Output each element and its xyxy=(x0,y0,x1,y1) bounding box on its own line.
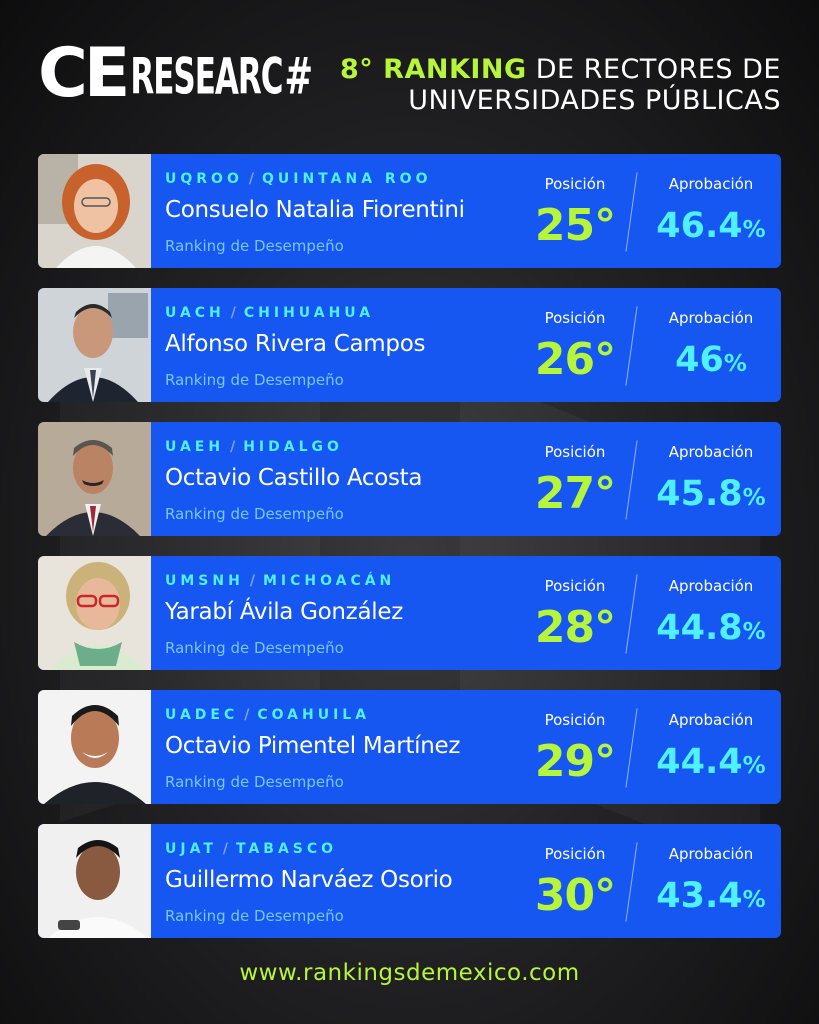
website-link[interactable]: www.rankingsdemexico.com xyxy=(239,960,580,986)
divider xyxy=(625,842,638,922)
logo-hash-text: # xyxy=(284,47,314,107)
university-label: UACH / CHIHUAHUA xyxy=(165,305,375,321)
title-highlight: 8° RANKING xyxy=(339,54,527,85)
position-value: 28° xyxy=(534,602,616,653)
rector-photo xyxy=(38,824,151,938)
approval-value: 43.4% xyxy=(656,876,766,916)
title-line2: UNIVERSIDADES PÚBLICAS xyxy=(408,85,781,117)
ranking-subtitle: Ranking de Desempeño xyxy=(165,237,344,255)
ranking-card: UJAT / TABASCO Guillermo Narváez Osorio Ra… xyxy=(38,824,781,938)
rector-photo xyxy=(38,422,151,536)
position-label: Posición xyxy=(544,443,606,461)
university-label: UQROO / QUINTANA ROO xyxy=(165,171,432,187)
approval-label: Aprobación xyxy=(668,443,754,461)
ranking-subtitle: Ranking de Desempeño xyxy=(165,907,344,925)
ranking-subtitle: Ranking de Desempeño xyxy=(165,639,344,657)
divider xyxy=(625,708,638,788)
ranking-card: UACH / CHIHUAHUA Alfonso Rivera Campos Ran… xyxy=(38,288,781,402)
divider xyxy=(625,306,638,386)
rector-photo xyxy=(38,690,151,804)
logo-ce-text: CE xyxy=(38,34,130,113)
position-value: 30° xyxy=(534,870,616,921)
divider xyxy=(625,440,638,520)
approval-label: Aprobación xyxy=(668,577,754,595)
position-label: Posición xyxy=(544,711,606,729)
logo-research-text: RESEARC xyxy=(130,48,283,106)
rector-name: Guillermo Narváez Osorio xyxy=(165,867,453,893)
approval-value: 44.4% xyxy=(656,742,766,782)
ranking-card: UMSNH / MICHOACÁN Yarabí Ávila González Ra… xyxy=(38,556,781,670)
university-label: UAEH / HIDALGO xyxy=(165,439,343,455)
university-label: UADEC / COAHUILA xyxy=(165,707,371,723)
divider xyxy=(625,574,638,654)
ceresearch-logo: CE RESEARC # xyxy=(38,34,313,114)
position-label: Posición xyxy=(544,309,606,327)
rector-photo xyxy=(38,154,151,268)
position-label: Posición xyxy=(544,175,606,193)
ranking-subtitle: Ranking de Desempeño xyxy=(165,773,344,791)
position-value: 29° xyxy=(534,736,616,787)
rector-name: Consuelo Natalia Fiorentini xyxy=(165,197,465,223)
approval-value: 46.4% xyxy=(656,206,766,246)
university-label: UJAT / TABASCO xyxy=(165,841,338,857)
page-title: 8° RANKING DE RECTORES DE UNIVERSIDADES … xyxy=(340,54,781,116)
approval-label: Aprobación xyxy=(668,711,754,729)
approval-label: Aprobación xyxy=(668,845,754,863)
rector-name: Yarabí Ávila González xyxy=(165,599,403,625)
rector-name: Octavio Castillo Acosta xyxy=(165,465,423,491)
position-label: Posición xyxy=(544,577,606,595)
position-label: Posición xyxy=(544,845,606,863)
rector-photo xyxy=(38,288,151,402)
rector-name: Octavio Pimentel Martínez xyxy=(165,733,461,759)
rector-name: Alfonso Rivera Campos xyxy=(165,331,426,357)
ranking-subtitle: Ranking de Desempeño xyxy=(165,371,344,389)
position-value: 25° xyxy=(534,200,616,251)
approval-label: Aprobación xyxy=(668,175,754,193)
ranking-card: UQROO / QUINTANA ROO Consuelo Natalia Fior… xyxy=(38,154,781,268)
ranking-subtitle: Ranking de Desempeño xyxy=(165,505,344,523)
title-rest: DE RECTORES DE xyxy=(526,54,781,85)
ranking-card: UADEC / COAHUILA Octavio Pimentel Martínez… xyxy=(38,690,781,804)
ranking-card: UAEH / HIDALGO Octavio Castillo Acosta Ran… xyxy=(38,422,781,536)
rector-photo xyxy=(38,556,151,670)
position-value: 27° xyxy=(534,468,616,519)
divider xyxy=(625,172,638,252)
university-label: UMSNH / MICHOACÁN xyxy=(165,573,396,589)
approval-label: Aprobación xyxy=(668,309,754,327)
position-value: 26° xyxy=(534,334,616,385)
approval-value: 44.8% xyxy=(656,608,766,648)
approval-value: 45.8% xyxy=(656,474,766,514)
approval-value: 46% xyxy=(675,340,747,380)
